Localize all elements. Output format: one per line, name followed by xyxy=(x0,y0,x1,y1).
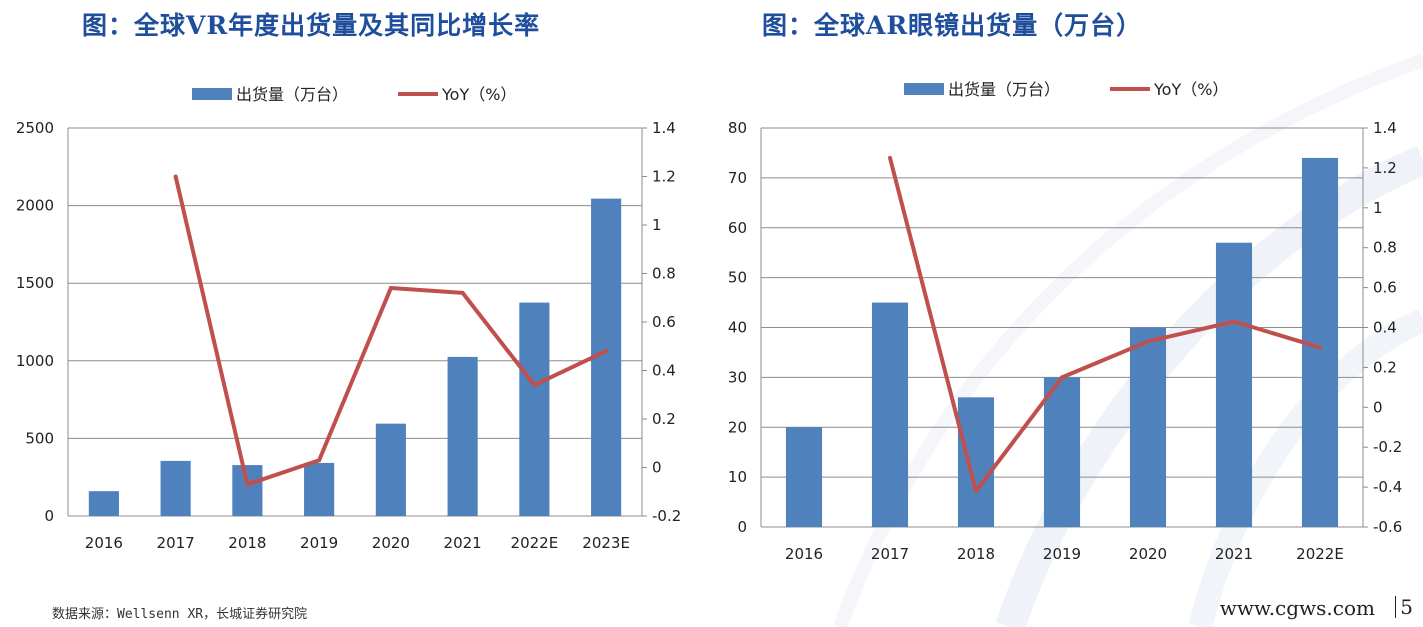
yoy-point xyxy=(1232,319,1236,324)
bar xyxy=(519,302,550,516)
y2-tick-label: 1 xyxy=(1373,199,1383,217)
page-number: 5 xyxy=(1395,596,1413,618)
bar xyxy=(871,302,909,527)
yoy-point xyxy=(604,349,609,354)
y2-tick-label: 0.6 xyxy=(652,313,676,331)
legend-bar-swatch xyxy=(904,83,944,95)
yoy-series-line xyxy=(888,157,1321,494)
x-tick-label: 2019 xyxy=(1043,545,1081,563)
y2-tick-label: 1.2 xyxy=(652,168,676,186)
yoy-point xyxy=(1060,375,1064,380)
y2-tick-label: 0.6 xyxy=(1373,279,1397,297)
x-tick-label: 2022E xyxy=(511,534,559,552)
website-link[interactable]: www.cgws.com xyxy=(1219,596,1375,620)
yoy-point xyxy=(388,286,393,291)
ar-chart-title: 图：全球AR眼镜出货量（万台） xyxy=(762,11,1143,40)
y-tick-label: 1500 xyxy=(16,274,54,292)
y2-tick-label: 1.2 xyxy=(1373,159,1397,177)
yoy-point xyxy=(1318,345,1322,350)
y2-tick-label: 0 xyxy=(1373,398,1383,416)
bar xyxy=(160,460,191,516)
yoy-point xyxy=(173,174,178,179)
y2-tick-label: -0.6 xyxy=(1373,518,1402,536)
y2-tick-label: 1 xyxy=(652,216,662,234)
bar xyxy=(304,462,335,516)
x-tick-label: 2021 xyxy=(444,534,482,552)
y2-tick-label: -0.4 xyxy=(1373,478,1402,496)
y2-tick-label: 0.4 xyxy=(652,362,676,380)
yoy-point xyxy=(460,290,465,295)
bar xyxy=(88,491,119,516)
vr-shipments-chart: 0 500 1000 1500 2000 2500 -0.2 0 0.2 0.4 0.6 0.8 1 1.… xyxy=(16,85,681,552)
y2-tick-label: 1.4 xyxy=(652,119,676,137)
y-tick-label: 70 xyxy=(728,169,747,187)
bar xyxy=(375,423,406,516)
bar xyxy=(1129,327,1167,527)
y-tick-label: 2500 xyxy=(16,119,54,137)
yoy-point xyxy=(317,458,322,463)
y-tick-label: 1000 xyxy=(16,352,54,370)
yoy-point xyxy=(888,155,892,160)
yoy-point xyxy=(1146,339,1150,344)
y2-tick-label: -0.2 xyxy=(1373,438,1402,456)
x-tick-label: 2020 xyxy=(372,534,410,552)
x-tick-label: 2019 xyxy=(300,534,338,552)
y2-tick-label: 0.2 xyxy=(652,410,676,428)
legend-bar-label: 出货量（万台） xyxy=(236,85,348,104)
y2-tick-label: 0 xyxy=(652,459,662,477)
x-tick-label: 2016 xyxy=(85,534,123,552)
x-tick-label: 2016 xyxy=(785,545,823,563)
y-tick-label: 60 xyxy=(728,219,747,237)
bar xyxy=(1215,242,1253,527)
x-tick-label: 2018 xyxy=(228,534,266,552)
bar xyxy=(447,356,478,516)
yoy-point xyxy=(532,383,537,388)
y2-tick-label: 0.4 xyxy=(1373,319,1397,337)
legend-bar-label: 出货量（万台） xyxy=(948,80,1060,99)
x-tick-label: 2020 xyxy=(1129,545,1167,563)
legend-line-label: YoY（%） xyxy=(1153,80,1228,99)
legend-line-label: YoY（%） xyxy=(441,85,516,104)
bar xyxy=(957,397,995,527)
x-tick-label: 2023E xyxy=(582,534,630,552)
y2-tick-label: 0.2 xyxy=(1373,358,1397,376)
bar xyxy=(785,427,823,527)
y2-tick-label: -0.2 xyxy=(652,507,681,525)
x-tick-label: 2017 xyxy=(871,545,909,563)
y2-tick-label: 0.8 xyxy=(652,265,676,283)
y-tick-label: 40 xyxy=(728,319,747,337)
x-tick-label: 2018 xyxy=(957,545,995,563)
y-tick-label: 0 xyxy=(737,518,747,536)
y-tick-label: 20 xyxy=(728,418,747,436)
x-tick-label: 2021 xyxy=(1215,545,1253,563)
x-tick-label: 2022E xyxy=(1296,545,1344,563)
yoy-point xyxy=(974,489,978,494)
y-tick-label: 2000 xyxy=(16,197,54,215)
x-tick-label: 2017 xyxy=(157,534,195,552)
y-tick-label: 500 xyxy=(25,429,54,447)
y-tick-label: 50 xyxy=(728,269,747,287)
legend-bar-swatch xyxy=(192,88,232,100)
ar-shipments-chart: 0 10 20 30 40 50 60 70 80 -0.6 -0.4 -0.2 0 0.2 0.4 0.6 0… xyxy=(728,80,1402,563)
y2-tick-label: 0.8 xyxy=(1373,239,1397,257)
y-tick-label: 0 xyxy=(44,507,54,525)
vr-chart-title: 图：全球VR年度出货量及其同比增长率 xyxy=(82,11,541,40)
data-source-note: 数据来源：Wellsenn XR，长城证券研究院 xyxy=(52,607,308,622)
y2-tick-label: 1.4 xyxy=(1373,119,1397,137)
bar xyxy=(232,465,263,516)
y-tick-label: 30 xyxy=(728,368,747,386)
bar xyxy=(1043,377,1081,527)
yoy-point xyxy=(245,482,250,487)
y-tick-label: 80 xyxy=(728,119,747,137)
y-tick-label: 10 xyxy=(728,468,747,486)
